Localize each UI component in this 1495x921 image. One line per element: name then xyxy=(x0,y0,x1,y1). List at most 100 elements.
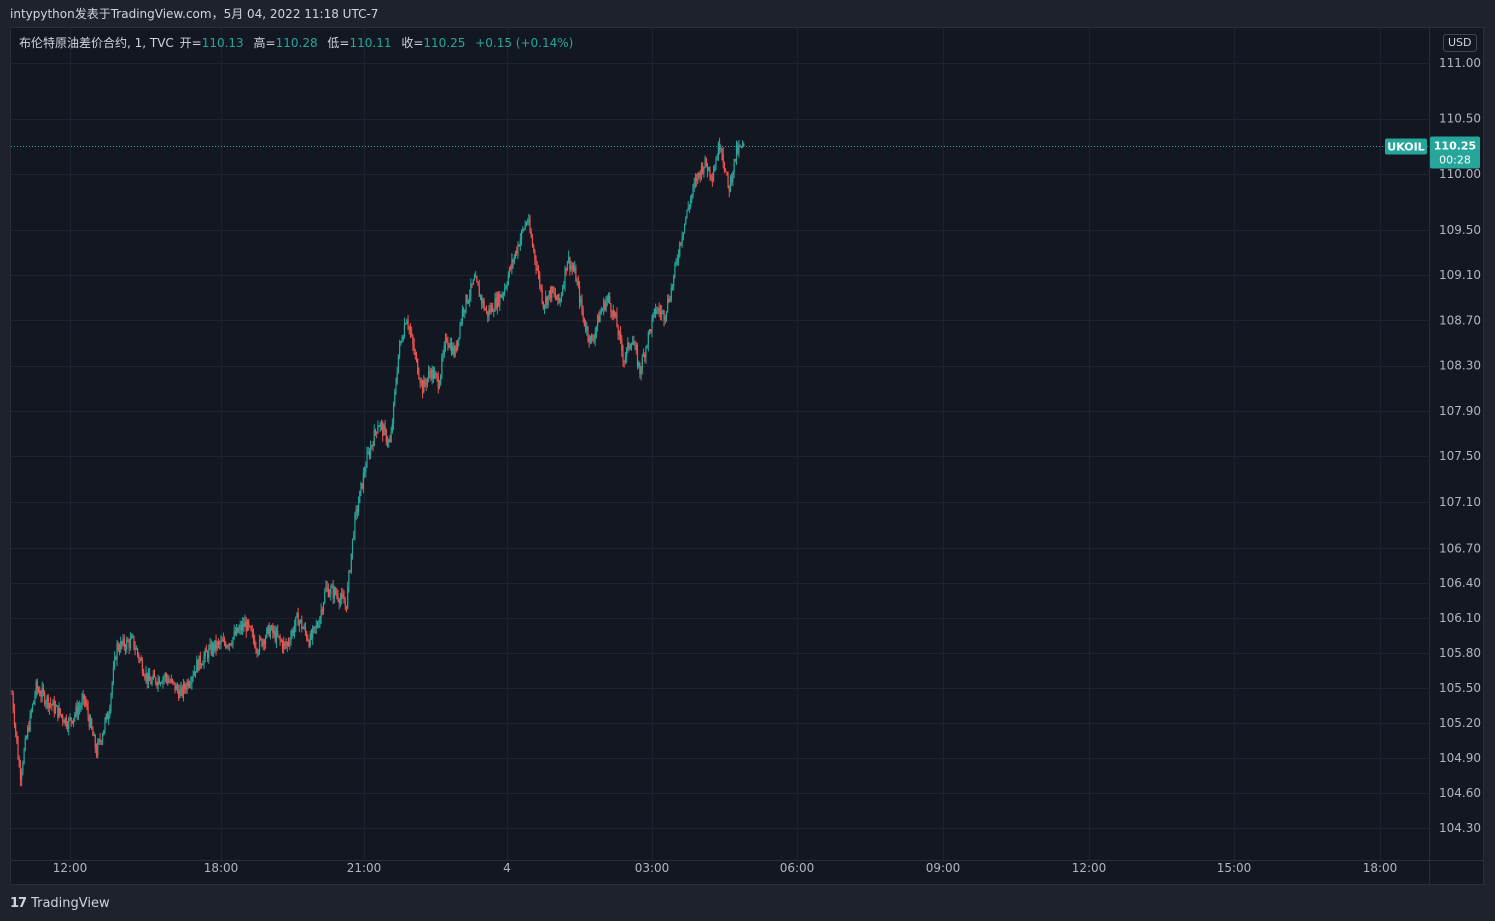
candle-body xyxy=(185,688,187,690)
candle-body xyxy=(588,337,590,343)
candle-body xyxy=(537,270,540,274)
candle-body xyxy=(568,256,570,262)
candle-body xyxy=(484,309,486,311)
candle-body xyxy=(106,713,108,720)
candle-body xyxy=(513,256,515,263)
ohlc-legend: 布伦特原油差价合约, 1, TVC 开=110.13 高=110.28 低=11… xyxy=(19,34,579,51)
candle-body xyxy=(391,423,393,432)
candle-body xyxy=(228,643,230,647)
candle-body xyxy=(595,326,598,333)
candle-body xyxy=(677,255,680,260)
candle-body xyxy=(134,647,136,650)
chart-pane[interactable]: 111.00 110.50 110.00 109.50 109.10 108.70 108.… xyxy=(10,27,1484,885)
y-tick-label: 109.50 xyxy=(1439,223,1481,237)
candle-body xyxy=(256,649,258,654)
candle-body xyxy=(565,267,567,271)
legend-high-value: 110.28 xyxy=(275,36,318,50)
y-tick-label: 104.30 xyxy=(1439,821,1481,835)
candle-body xyxy=(675,260,677,264)
candle-body xyxy=(281,641,284,649)
candle-body xyxy=(459,324,461,338)
candle-body xyxy=(628,342,630,349)
candle-body xyxy=(47,696,49,709)
candle-body xyxy=(642,354,645,357)
candle-body xyxy=(371,445,373,447)
candle-body xyxy=(21,771,23,780)
candle-body xyxy=(491,305,494,312)
candle-body xyxy=(448,345,450,348)
candle-body xyxy=(460,321,462,325)
candle-body xyxy=(200,664,203,666)
candle-body xyxy=(231,644,233,646)
candle-body xyxy=(483,300,485,310)
candle-body xyxy=(648,329,651,332)
candle-body xyxy=(260,638,262,640)
currency-button[interactable]: USD xyxy=(1443,34,1477,52)
candle-body xyxy=(121,641,123,645)
candlestick-chart[interactable]: 111.00 110.50 110.00 109.50 109.10 108.70 108.… xyxy=(11,28,1483,884)
candle-body xyxy=(446,338,448,342)
candle-body xyxy=(205,649,208,653)
legend-symbol: 布伦特原油差价合约, 1, TVC xyxy=(19,36,174,50)
candle-body xyxy=(308,640,310,647)
candle-body xyxy=(361,483,363,489)
candle-body xyxy=(196,660,198,673)
candle-body xyxy=(110,694,112,709)
symbol-tag: UKOIL xyxy=(1387,141,1424,154)
candle-body xyxy=(258,638,261,652)
candle-body xyxy=(654,308,657,314)
candle-body xyxy=(388,439,390,443)
candle-body xyxy=(128,641,130,648)
candle-body xyxy=(44,692,46,704)
price-tag-bg xyxy=(1430,136,1480,169)
candle-body xyxy=(417,359,419,374)
candle-body xyxy=(325,586,327,592)
candle-body xyxy=(22,763,24,772)
footer-bar: 17 TradingView xyxy=(0,885,1495,921)
candle-body xyxy=(546,297,548,305)
candle-body xyxy=(607,295,610,298)
candle-body xyxy=(574,267,576,271)
candle-body xyxy=(653,308,655,314)
candle-body xyxy=(528,220,530,223)
candle-body xyxy=(234,631,236,635)
candle-body xyxy=(709,167,711,176)
legend-low-value: 110.11 xyxy=(349,36,392,50)
candle-body xyxy=(246,620,249,632)
candle-body xyxy=(112,667,115,683)
candle-body xyxy=(440,374,442,385)
candle-body xyxy=(240,625,243,631)
candle-body xyxy=(501,294,503,298)
candle-body xyxy=(469,295,471,301)
candle-body xyxy=(382,423,384,436)
candle-body xyxy=(374,429,377,432)
candle-body xyxy=(638,362,640,367)
candle-body xyxy=(209,644,211,649)
candle-body xyxy=(303,626,305,629)
candle-body xyxy=(566,261,569,271)
top-bar: intypython发表于TradingView.com，5月 04, 2022… xyxy=(0,0,1495,27)
candle-body xyxy=(295,616,297,627)
candle-body xyxy=(35,681,37,696)
candle-body xyxy=(39,691,41,696)
candle-body xyxy=(359,490,361,503)
y-tick-label: 110.00 xyxy=(1439,167,1481,181)
candle-body xyxy=(572,268,575,271)
candle-body xyxy=(437,376,439,389)
candle-body xyxy=(737,145,739,153)
candle-body xyxy=(738,146,740,153)
x-tick-label: 21:00 xyxy=(347,861,382,875)
tradingview-logo[interactable]: 17 TradingView xyxy=(10,895,110,911)
candle-body xyxy=(278,635,280,637)
candle-body xyxy=(170,679,172,683)
candle-body xyxy=(727,174,729,186)
candle-body xyxy=(269,629,272,637)
candle-body xyxy=(12,693,14,710)
candle-body xyxy=(220,640,222,644)
symbol-tag-bg xyxy=(1385,138,1427,155)
candle-body xyxy=(576,281,578,283)
candle-body xyxy=(728,185,730,192)
y-tick-label: 107.50 xyxy=(1439,449,1481,463)
candle-body xyxy=(267,625,269,629)
candle-body xyxy=(146,672,148,683)
